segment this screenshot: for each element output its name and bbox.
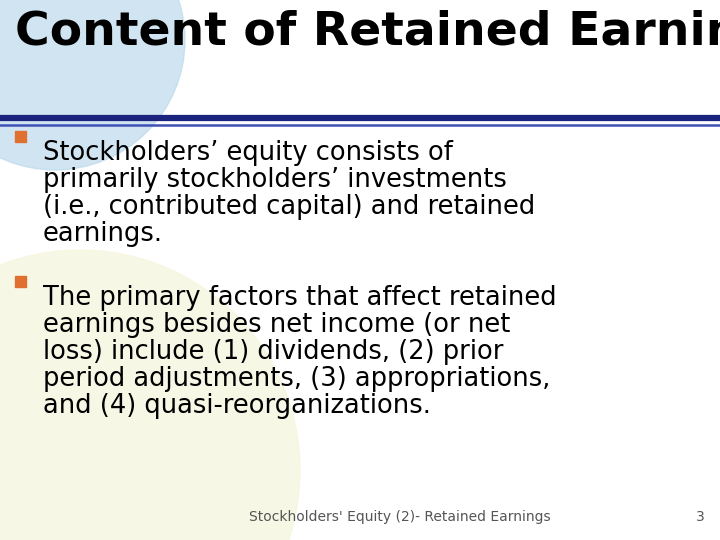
- Text: Stockholders' Equity (2)- Retained Earnings: Stockholders' Equity (2)- Retained Earni…: [249, 510, 551, 524]
- Text: earnings.: earnings.: [43, 221, 163, 247]
- Text: The primary factors that affect retained: The primary factors that affect retained: [43, 285, 557, 311]
- Text: loss) include (1) dividends, (2) prior: loss) include (1) dividends, (2) prior: [43, 339, 503, 365]
- Text: 3: 3: [696, 510, 705, 524]
- Text: Stockholders’ equity consists of: Stockholders’ equity consists of: [43, 140, 453, 166]
- Text: earnings besides net income (or net: earnings besides net income (or net: [43, 312, 510, 338]
- Text: and (4) quasi-reorganizations.: and (4) quasi-reorganizations.: [43, 393, 431, 419]
- Text: primarily stockholders’ investments: primarily stockholders’ investments: [43, 167, 507, 193]
- Circle shape: [0, 0, 185, 170]
- Bar: [15, 276, 26, 287]
- Text: period adjustments, (3) appropriations,: period adjustments, (3) appropriations,: [43, 366, 550, 392]
- Text: (i.e., contributed capital) and retained: (i.e., contributed capital) and retained: [43, 194, 535, 220]
- Circle shape: [0, 250, 300, 540]
- Bar: [15, 131, 26, 142]
- Text: Content of Retained Earnings: Content of Retained Earnings: [15, 10, 720, 55]
